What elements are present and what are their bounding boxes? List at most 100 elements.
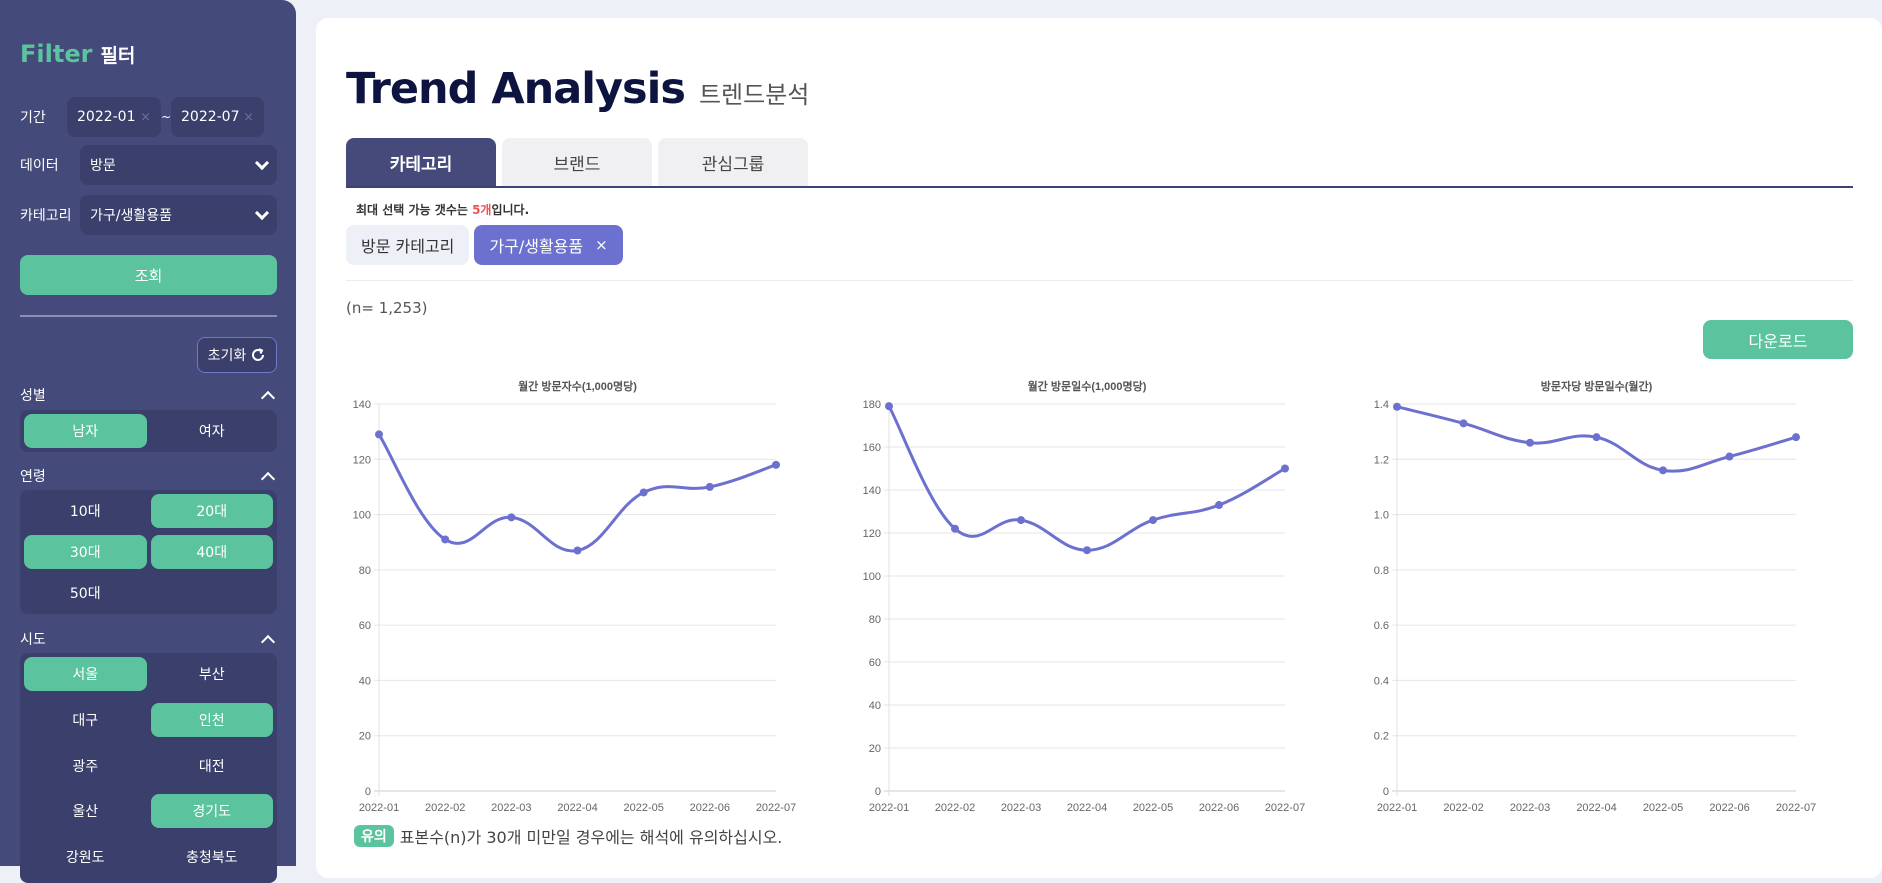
y-tick-label: 100 <box>353 510 371 522</box>
series-line <box>377 433 777 553</box>
y-tick-label: 120 <box>353 454 371 466</box>
x-tick-label: 2022-01 <box>1377 802 1417 814</box>
gender-option-female[interactable]: 여자 <box>198 424 225 440</box>
data-point <box>885 402 893 411</box>
data-point <box>705 482 714 491</box>
tab-interest-group[interactable]: 관심그룹 <box>658 138 808 186</box>
series-line <box>887 405 1286 552</box>
region-option-daegu[interactable]: 대구 <box>72 712 99 729</box>
y-tick-label: 40 <box>359 675 371 687</box>
gender-option-male[interactable]: 남자 <box>24 414 147 448</box>
y-tick-label: 180 <box>863 399 881 411</box>
age-option-40s[interactable]: 40대 <box>150 535 273 569</box>
caution-note: 유의 표본수(n)가 30개 미만일 경우에는 해석에 유의하십시오. <box>354 824 782 848</box>
period-to-input[interactable]: 2022-07 × <box>171 97 264 137</box>
y-tick-label: 120 <box>863 528 881 540</box>
region-option-gwangju[interactable]: 광주 <box>72 758 99 775</box>
category-row: 카테고리 가구/생활용품 <box>20 195 277 235</box>
chip-visit-category[interactable]: 방문 카테고리 <box>346 225 470 265</box>
reset-button[interactable]: 초기화 <box>197 337 277 373</box>
data-point <box>507 513 516 522</box>
age-options: 10대 20대 30대 40대 50대 <box>20 490 277 614</box>
x-tick-label: 2022-03 <box>1510 802 1550 814</box>
x-tick-label: 2022-06 <box>1709 802 1749 814</box>
y-tick-label: 160 <box>863 442 881 454</box>
data-point <box>441 535 450 544</box>
data-label: 데이터 <box>20 158 59 174</box>
page-subtitle: 트렌드분석 <box>698 81 810 109</box>
period-separator: ~ <box>161 110 172 124</box>
data-point <box>639 488 648 497</box>
chevron-up-icon[interactable] <box>260 390 276 405</box>
region-option-seoul[interactable]: 서울 <box>24 657 147 691</box>
data-point <box>1215 501 1223 510</box>
data-point <box>772 460 780 469</box>
x-tick-label: 2022-06 <box>1199 802 1239 814</box>
y-tick-label: 0 <box>1383 786 1389 798</box>
region-option-gangwon[interactable]: 강원도 <box>65 850 105 867</box>
region-option-daejeon[interactable]: 대전 <box>198 758 225 775</box>
x-tick-label: 2022-06 <box>690 802 730 814</box>
period-from-input[interactable]: 2022-01 × <box>67 97 161 137</box>
divider <box>346 280 1853 281</box>
age-option-10s[interactable]: 10대 <box>69 504 101 520</box>
region-option-gyeonggi[interactable]: 경기도 <box>150 794 273 829</box>
age-section-header[interactable]: 연령 <box>20 466 277 486</box>
chip-furniture[interactable]: 가구/생활용품 × <box>474 225 623 265</box>
data-row: 데이터 방문 <box>20 145 277 185</box>
age-option-20s[interactable]: 20대 <box>150 494 273 528</box>
y-tick-label: 60 <box>359 620 371 632</box>
close-icon[interactable]: × <box>595 236 608 254</box>
x-tick-label: 2022-03 <box>1001 802 1041 814</box>
region-section-header[interactable]: 시도 <box>20 629 277 649</box>
x-tick-label: 2022-04 <box>1067 802 1107 814</box>
category-select[interactable]: 가구/생활용품 <box>80 195 277 235</box>
data-point <box>1083 546 1091 555</box>
y-tick-label: 0 <box>875 786 881 798</box>
region-option-chungbuk[interactable]: 충청북도 <box>185 850 238 867</box>
data-point <box>1149 516 1157 525</box>
data-point <box>1459 419 1468 428</box>
x-tick-label: 2022-01 <box>359 802 399 814</box>
age-option-50s[interactable]: 50대 <box>69 586 101 602</box>
chevron-up-icon[interactable] <box>260 634 276 649</box>
y-tick-label: 60 <box>869 657 881 669</box>
chart-monthly-visitors: 월간 방문자수(1,000명당) 0 20 40 60 80 100 120 140 2022-0… <box>353 379 796 814</box>
category-label: 카테고리 <box>20 208 72 224</box>
chevron-down-icon <box>254 205 270 220</box>
age-option-30s[interactable]: 30대 <box>24 535 147 569</box>
download-button[interactable]: 다운로드 <box>1703 320 1853 359</box>
sample-size: (n= 1,253) <box>346 299 428 317</box>
data-point <box>1725 452 1734 461</box>
x-tick-label: 2022-05 <box>1133 802 1173 814</box>
y-tick-label: 20 <box>869 743 881 755</box>
gender-options: 남자 여자 <box>20 410 277 452</box>
tab-brand[interactable]: 브랜드 <box>502 138 652 186</box>
chart-monthly-visit-days: 월간 방문일수(1,000명당) 0 20 40 60 80 100 120 140 160 180… <box>863 379 1306 814</box>
selected-chips: 방문 카테고리 가구/생활용품 × <box>346 225 623 265</box>
gender-section-header[interactable]: 성별 <box>20 385 277 405</box>
y-tick-label: 0.6 <box>1374 620 1389 632</box>
region-option-busan[interactable]: 부산 <box>198 667 225 683</box>
x-tick-label: 2022-04 <box>557 802 597 814</box>
region-option-incheon[interactable]: 인천 <box>150 702 273 737</box>
y-tick-label: 1.0 <box>1374 510 1389 522</box>
x-tick-label: 2022-07 <box>1776 802 1816 814</box>
tab-bar: 카테고리 브랜드 관심그룹 <box>346 138 1853 188</box>
data-select[interactable]: 방문 <box>80 145 277 185</box>
clear-icon[interactable]: × <box>140 109 151 125</box>
clear-icon[interactable]: × <box>243 109 254 125</box>
region-option-ulsan[interactable]: 울산 <box>72 804 99 821</box>
chevron-up-icon[interactable] <box>260 471 276 486</box>
caution-badge: 유의 <box>354 825 394 847</box>
data-point <box>375 430 383 439</box>
region-options: 서울 부산 대구 인천 광주 대전 울산 경기도 강원도 충청북도 <box>20 653 277 883</box>
chart-title: 월간 방문자수(1,000명당) <box>518 379 637 393</box>
x-tick-label: 2022-05 <box>623 802 663 814</box>
y-tick-label: 0.2 <box>1374 731 1389 743</box>
y-tick-label: 140 <box>353 399 371 411</box>
tab-category[interactable]: 카테고리 <box>346 138 496 186</box>
x-tick-label: 2022-05 <box>1643 802 1683 814</box>
data-point <box>1393 402 1401 411</box>
search-button[interactable]: 조회 <box>20 255 277 295</box>
